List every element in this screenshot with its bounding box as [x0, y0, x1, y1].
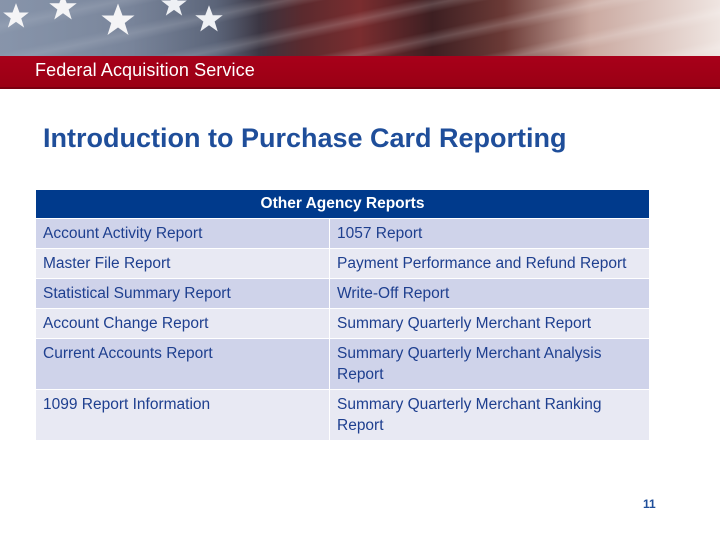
table-row: Statistical Summary Report Write-Off Rep… — [35, 278, 650, 309]
star-icon — [49, 0, 77, 20]
table-cell-report: Account Change Report — [35, 308, 330, 339]
reports-table: Other Agency Reports Account Activity Re… — [35, 189, 650, 441]
table-cell-report: 1099 Report Information — [35, 389, 330, 441]
table-cell-report: Summary Quarterly Merchant Ranking Repor… — [329, 389, 650, 441]
table-row: Account Change Report Summary Quarterly … — [35, 308, 650, 339]
table-cell-report: Write-Off Report — [329, 278, 650, 309]
table-cell-report: 1057 Report — [329, 218, 650, 249]
flag-banner — [0, 0, 720, 56]
star-icon — [3, 3, 29, 28]
table-cell-report: Summary Quarterly Merchant Analysis Repo… — [329, 338, 650, 390]
table-cell-report: Account Activity Report — [35, 218, 330, 249]
header-divider — [0, 87, 720, 89]
page-number: 11 — [643, 497, 656, 511]
star-icon — [195, 5, 223, 32]
table-header-row: Other Agency Reports — [35, 189, 650, 219]
table-row: Master File Report Payment Performance a… — [35, 248, 650, 279]
table-row: Account Activity Report 1057 Report — [35, 218, 650, 249]
table-cell-report: Statistical Summary Report — [35, 278, 330, 309]
table-header: Other Agency Reports — [35, 189, 650, 219]
organization-name: Federal Acquisition Service — [35, 60, 255, 80]
star-icon — [161, 0, 187, 16]
table-cell-report: Master File Report — [35, 248, 330, 279]
star-icon — [101, 3, 135, 35]
table-cell-report: Summary Quarterly Merchant Report — [329, 308, 650, 339]
table-cell-report: Current Accounts Report — [35, 338, 330, 390]
header-band — [0, 56, 720, 87]
table-cell-report: Payment Performance and Refund Report — [329, 248, 650, 279]
table-row: Current Accounts Report Summary Quarterl… — [35, 338, 650, 390]
page-title: Introduction to Purchase Card Reporting — [43, 123, 567, 153]
table-row: 1099 Report Information Summary Quarterl… — [35, 389, 650, 441]
